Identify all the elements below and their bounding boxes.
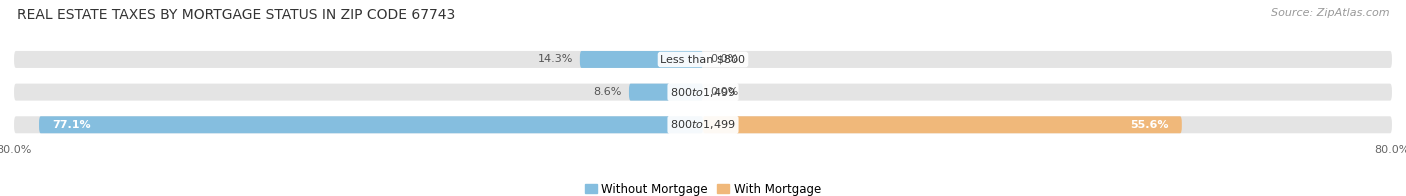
Text: Source: ZipAtlas.com: Source: ZipAtlas.com — [1271, 8, 1389, 18]
Text: 77.1%: 77.1% — [52, 120, 90, 130]
FancyBboxPatch shape — [39, 116, 703, 133]
FancyBboxPatch shape — [14, 84, 1392, 101]
Text: Less than $800: Less than $800 — [661, 54, 745, 64]
Text: 0.0%: 0.0% — [710, 54, 738, 64]
FancyBboxPatch shape — [14, 116, 1392, 133]
FancyBboxPatch shape — [703, 116, 1182, 133]
Text: 8.6%: 8.6% — [593, 87, 621, 97]
Text: 14.3%: 14.3% — [537, 54, 574, 64]
Text: 55.6%: 55.6% — [1130, 120, 1168, 130]
Text: $800 to $1,499: $800 to $1,499 — [671, 86, 735, 99]
FancyBboxPatch shape — [579, 51, 703, 68]
Text: $800 to $1,499: $800 to $1,499 — [671, 118, 735, 131]
Text: 0.0%: 0.0% — [710, 87, 738, 97]
FancyBboxPatch shape — [14, 51, 1392, 68]
Text: REAL ESTATE TAXES BY MORTGAGE STATUS IN ZIP CODE 67743: REAL ESTATE TAXES BY MORTGAGE STATUS IN … — [17, 8, 456, 22]
FancyBboxPatch shape — [628, 84, 703, 101]
Legend: Without Mortgage, With Mortgage: Without Mortgage, With Mortgage — [585, 183, 821, 196]
